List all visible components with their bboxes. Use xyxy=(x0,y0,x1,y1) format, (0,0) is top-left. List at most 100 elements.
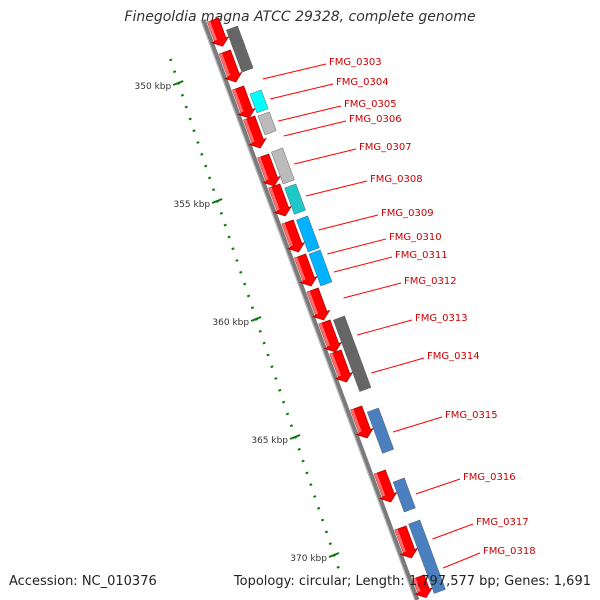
scale-tick-label: 355 kbp xyxy=(173,200,210,210)
gene-leader-line xyxy=(262,63,327,80)
gene-arrow-highlight xyxy=(374,473,386,497)
gene-leader-line xyxy=(327,238,387,255)
cog-block-shape xyxy=(284,183,306,215)
minor-tick xyxy=(208,176,212,180)
gene-label: FMG_0317 xyxy=(476,517,529,528)
minor-tick xyxy=(211,188,216,192)
gene-leader-line xyxy=(357,319,413,336)
gene-label: FMG_0314 xyxy=(427,351,480,362)
gene-arrow-shape xyxy=(243,115,267,149)
gene-arrow xyxy=(218,49,243,83)
gene-arrow-highlight xyxy=(219,53,231,77)
minor-tick xyxy=(258,329,262,333)
gene-label: FMG_0309 xyxy=(381,208,434,219)
cog-block xyxy=(257,111,277,136)
gene-arrow-highlight xyxy=(257,157,269,181)
gene-leader-line xyxy=(371,357,425,374)
cog-block-shape xyxy=(257,111,277,136)
gene-arrow-highlight xyxy=(207,21,218,41)
cog-block-shape xyxy=(249,89,269,114)
gene-arrow xyxy=(243,115,267,149)
major-tick xyxy=(211,198,223,204)
accession-text: Accession: NC_010376 xyxy=(9,574,157,589)
minor-tick xyxy=(266,353,270,357)
minor-tick xyxy=(192,129,196,133)
minor-tick xyxy=(328,542,332,546)
scale-tick-label: 370 kbp xyxy=(290,554,327,564)
cog-block xyxy=(367,407,395,454)
gene-arrow-shape xyxy=(294,253,318,287)
minor-tick xyxy=(180,93,184,97)
gene-leader-line xyxy=(415,478,461,495)
gene-arrow xyxy=(294,253,318,287)
minor-tick xyxy=(196,141,200,144)
cog-block xyxy=(345,349,372,392)
major-tick xyxy=(289,434,301,440)
minor-tick xyxy=(281,400,286,404)
minor-tick xyxy=(301,459,305,463)
gene-arrow-shape xyxy=(394,525,419,559)
minor-tick xyxy=(223,223,227,227)
gene-arrow-shape xyxy=(268,183,293,217)
minor-tick xyxy=(172,70,177,74)
minor-tick xyxy=(243,282,247,286)
gene-label: FMG_0318 xyxy=(483,546,536,557)
gene-label: FMG_0307 xyxy=(359,142,412,153)
minor-tick xyxy=(169,58,173,62)
minor-tick xyxy=(320,518,325,522)
cog-block xyxy=(296,215,320,253)
major-tick xyxy=(172,80,184,86)
gene-arrow xyxy=(306,287,331,321)
genome-summary-text: Topology: circular; Length: 1,797,577 bp… xyxy=(233,574,591,589)
gene-arrow xyxy=(281,219,306,253)
gene-arrow-shape xyxy=(306,287,331,321)
cog-block-shape xyxy=(392,477,416,513)
minor-tick xyxy=(227,235,231,239)
cog-block-shape xyxy=(345,349,372,392)
cog-block-shape xyxy=(271,147,295,185)
gene-arrow-highlight xyxy=(281,223,294,247)
minor-tick xyxy=(324,530,329,534)
gene-leader-line xyxy=(283,120,347,137)
gene-arrow xyxy=(257,153,281,187)
gene-arrow-shape xyxy=(232,85,256,119)
gene-arrow-shape xyxy=(373,469,398,503)
minor-tick xyxy=(274,377,278,380)
gene-arrow-highlight xyxy=(318,323,330,347)
cog-block-shape xyxy=(367,407,395,454)
gene-arrow-highlight xyxy=(350,409,362,433)
minor-tick xyxy=(278,388,282,392)
cog-block xyxy=(231,39,254,73)
gene-arrow xyxy=(268,183,293,217)
genome-backbone-highlight xyxy=(200,19,416,600)
gene-arrow-shape xyxy=(318,319,343,353)
cog-block xyxy=(392,477,416,513)
gene-arrow-shape xyxy=(281,219,306,253)
gene-arrow xyxy=(206,17,230,47)
gene-arrow-shape xyxy=(350,405,374,439)
cog-block xyxy=(284,183,306,215)
gene-leader-line xyxy=(333,256,393,273)
gene-label: FMG_0308 xyxy=(370,174,423,185)
cog-block xyxy=(271,147,295,185)
minor-tick xyxy=(231,247,235,251)
gene-arrow xyxy=(318,319,343,353)
gene-arrow-highlight xyxy=(232,89,244,113)
gene-leader-line xyxy=(270,83,334,100)
minor-tick xyxy=(239,270,243,274)
gene-label: FMG_0303 xyxy=(329,57,382,68)
gene-label: FMG_0313 xyxy=(415,313,468,324)
minor-tick xyxy=(317,506,321,510)
gene-label: FMG_0305 xyxy=(344,99,397,110)
scale-tick-label: 360 kbp xyxy=(212,318,249,328)
minor-tick xyxy=(309,483,313,487)
minor-tick xyxy=(184,105,188,109)
gene-leader-line xyxy=(432,523,474,540)
scale-tick-label: 365 kbp xyxy=(251,436,288,446)
gene-arrow-highlight xyxy=(306,291,319,315)
minor-tick xyxy=(297,447,301,451)
gene-leader-line xyxy=(305,180,368,197)
minor-tick xyxy=(246,294,251,298)
minor-tick xyxy=(336,565,340,569)
gene-arrow xyxy=(232,85,256,119)
